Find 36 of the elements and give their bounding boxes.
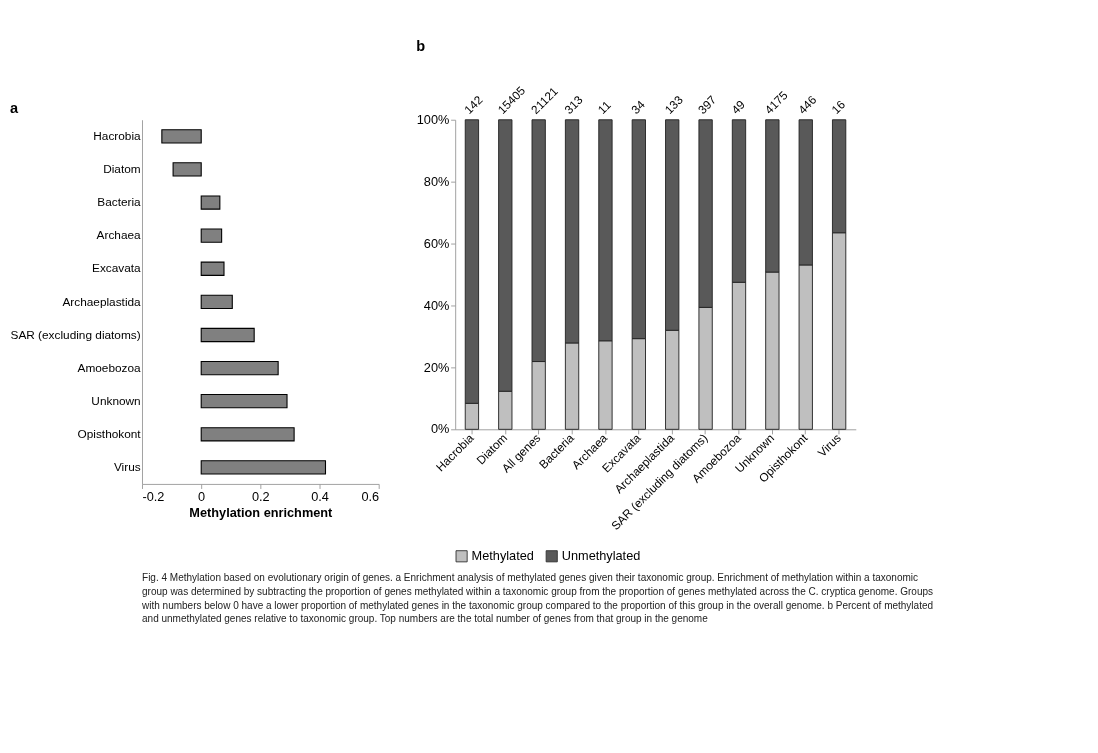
- y-tick-label: Hacrobia: [93, 128, 142, 143]
- y-tick-label: 100%: [416, 111, 450, 127]
- y-tick-label: Amoebozoa: [77, 360, 142, 375]
- legend-label: Unmethylated: [561, 547, 641, 563]
- y-tick-label: 80%: [423, 173, 450, 189]
- annotation: 446: [795, 92, 820, 117]
- chart-title: b: [416, 38, 426, 55]
- caption: Fig. 4 Methylation based on evolutionary origin of genes. a Enrichment analysis of methylated genes given their taxonomic group. Enrichment of methylation within a taxonomic group was determined by subtracting the proportion of genes methylated within a taxonomic group from the proportion of genes methylated across the C. cryptica genome. Groups with numbers below 0 have a lower proportion of methylated genes in the taxonomic group compared to the proportion of this group in the overall genome. b Percent of methylated and unmethylated genes relative to taxonomic group. Top numbers are the total number of genes from that group in the genome: [141, 572, 934, 625]
- annotation: 11: [595, 98, 614, 117]
- annotation: 133: [661, 92, 687, 117]
- annotation: 49: [728, 97, 749, 117]
- annotation: 142: [461, 92, 486, 117]
- y-tick-label: 40%: [423, 297, 450, 313]
- y-tick-label: Archaea: [96, 228, 142, 243]
- x-axis-title: Methylation enrichment: [189, 505, 334, 521]
- x-tick-label: 0.6: [361, 488, 380, 504]
- y-tick-label: 0%: [430, 421, 450, 437]
- x-tick-label: -0.2: [142, 488, 165, 504]
- y-tick-label: 60%: [423, 235, 450, 251]
- annotation: 34: [628, 97, 648, 117]
- text: a: [9, 100, 19, 117]
- y-tick-label: Archaeplastida: [62, 294, 142, 309]
- y-tick-label: Bacteria: [97, 195, 142, 210]
- y-tick-label: Excavata: [92, 261, 142, 276]
- legend-label: Methylated: [471, 547, 534, 563]
- x-tick-label: 0: [198, 488, 206, 504]
- y-tick-label: SAR (excluding diatoms): [10, 327, 141, 342]
- y-tick-label: Diatom: [103, 162, 141, 177]
- y-tick-label: Unknown: [91, 393, 141, 408]
- y-tick-label: 20%: [423, 359, 450, 375]
- x-tick-label: 0.2: [251, 488, 270, 504]
- annotation: 16: [828, 97, 849, 117]
- x-tick-label: Virus: [815, 430, 844, 460]
- annotation: 313: [561, 92, 586, 117]
- x-tick-label: 0.4: [311, 488, 329, 504]
- annotation: 397: [695, 92, 720, 117]
